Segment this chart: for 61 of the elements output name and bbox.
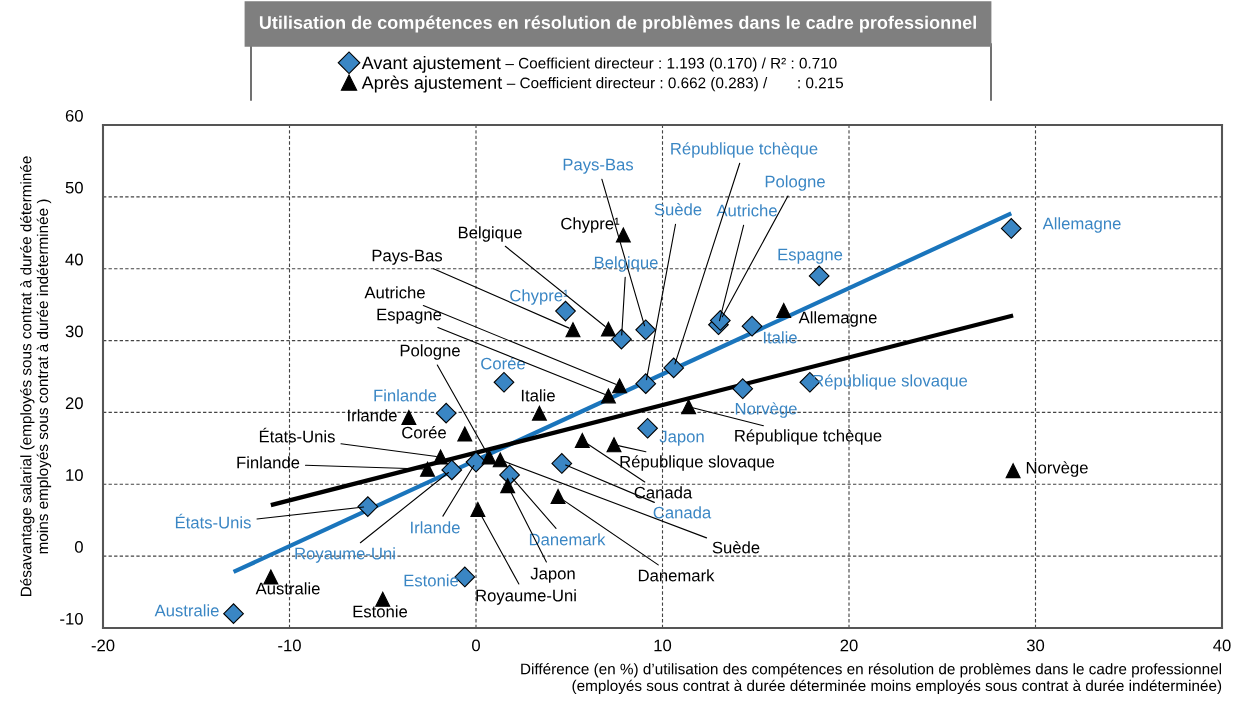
annotation: Finlande: [374, 389, 437, 402]
annotation: États-Unis: [175, 513, 251, 529]
annotation: Royaume-Uni: [295, 547, 395, 563]
legend-label: Avant ajustement: [361, 56, 501, 73]
text: – Coefficient directeur : 0.662 (0.283) / : 0.215: [506, 77, 844, 92]
annotation: Canada: [634, 486, 693, 499]
x-tick-label: 10: [654, 639, 672, 652]
y-tick-label: 50: [65, 181, 83, 194]
y-tick-label: 60: [65, 109, 83, 122]
x-tick-label: 40: [1213, 639, 1231, 652]
annotation: Australie: [255, 582, 320, 595]
x-tick-label: -10: [278, 639, 301, 652]
y-tick-label: 10: [66, 469, 83, 481]
annotation: Allemagne: [1042, 217, 1121, 233]
annotation: États-Unis: [259, 427, 335, 443]
annotation: République slovaque: [620, 455, 775, 471]
annotation: Irlande: [411, 521, 460, 534]
x-tick-label: 30: [1026, 639, 1045, 652]
chart-title: Utilisation de compétences en résolution de problèmes dans le cadre professionnel: [259, 15, 976, 33]
x-axis-title: Différence (en %) d’utilisation des compétences en résolution de problèmes dans le cadre professionnel (employés sous contrat à durée déterminée moins employés sous contrat à durée indéterminée): [521, 662, 1222, 695]
annotation: Corée: [402, 426, 446, 439]
annotation: Estonie: [353, 605, 408, 618]
legend-label: Après ajustement: [361, 75, 503, 93]
annotation: Chypre¹: [510, 289, 569, 305]
annotation: Norvège: [1026, 461, 1088, 477]
annotation: Australie: [154, 604, 219, 617]
x-tick-label: 0: [472, 639, 480, 652]
y-tick-label: 30: [65, 325, 83, 338]
annotation: Belgique: [458, 226, 522, 242]
x-tick-label: -20: [91, 639, 115, 652]
annotation: Espagne: [377, 308, 442, 324]
annotation: Canada: [653, 506, 712, 519]
annotation: République tchèque: [735, 429, 882, 445]
annotation: Pays-Bas: [372, 249, 443, 265]
annotation: Italie: [521, 389, 555, 402]
annotation: Espagne: [778, 248, 843, 264]
text: – Coefficient directeur : 1.193 (0.170) / R² : 0.710: [505, 57, 837, 72]
annotation: Pologne: [400, 344, 460, 360]
annotation: Corée: [481, 357, 525, 370]
annotation: Autriche: [364, 286, 425, 299]
y-tick-label: 20: [65, 397, 83, 410]
annotation: Finlande: [237, 456, 300, 469]
annotation: Italie: [763, 331, 797, 344]
x-tick-label: 20: [840, 639, 858, 652]
annotation: Japon: [530, 567, 575, 583]
annotation: Allemagne: [798, 311, 877, 327]
annotation: Irlande: [348, 409, 397, 422]
annotation: Estonie: [404, 574, 459, 587]
y-tick-label: 40: [65, 253, 83, 266]
y-axis-title: Désavantage salarial (employés sous contrat à durée déterminée moins employés sous contrat à durée indéterminée ): [20, 156, 52, 597]
annotation: Suède: [654, 203, 702, 216]
y-tick-label: -10: [60, 612, 83, 625]
annotation: Pays-Bas: [563, 158, 634, 174]
y-tick-label: 0: [74, 541, 83, 553]
annotation: Danemark: [638, 569, 715, 582]
annotation: Norvège: [735, 402, 797, 418]
annotation: République tchèque: [671, 142, 818, 158]
annotation: Suède: [712, 541, 760, 554]
annotation: Royaume-Uni: [476, 589, 576, 605]
annotation: Japon: [659, 430, 704, 446]
annotation: Pologne: [765, 175, 825, 191]
